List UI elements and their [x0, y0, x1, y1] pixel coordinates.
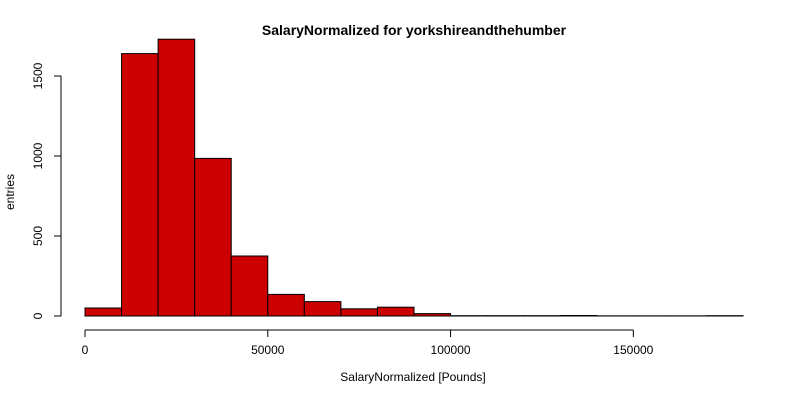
- histogram-bar: [267, 293, 305, 317]
- x-axis-label: SalaryNormalized [Pounds]: [340, 370, 485, 384]
- x-tick-label: 50000: [251, 343, 285, 357]
- y-tick-label: 1000: [31, 142, 45, 169]
- histogram-bar: [121, 53, 159, 317]
- histogram-bar: [157, 38, 196, 317]
- x-tick-label: 0: [82, 343, 89, 357]
- x-axis: 0 50000 100000 150000: [82, 329, 654, 357]
- histogram-bar: [376, 306, 415, 317]
- x-tick-label: 150000: [613, 343, 653, 357]
- histogram-bar: [340, 308, 378, 317]
- y-tick-label: 500: [31, 226, 45, 246]
- y-tick-label: 1500: [31, 62, 45, 89]
- y-axis-label: entries: [3, 174, 17, 210]
- histogram-bar: [303, 301, 342, 317]
- y-axis: 0 500 1000 1500: [31, 62, 62, 319]
- histogram-bar: [194, 157, 232, 317]
- y-tick-label: 0: [31, 312, 45, 319]
- x-tick-label: 100000: [431, 343, 471, 357]
- histogram-bar: [230, 255, 269, 317]
- histogram-bar: [84, 307, 123, 317]
- bars-group: [84, 38, 744, 317]
- histogram-bar: [413, 313, 452, 317]
- chart-title: SalaryNormalized for yorkshireandthehumb…: [262, 22, 567, 38]
